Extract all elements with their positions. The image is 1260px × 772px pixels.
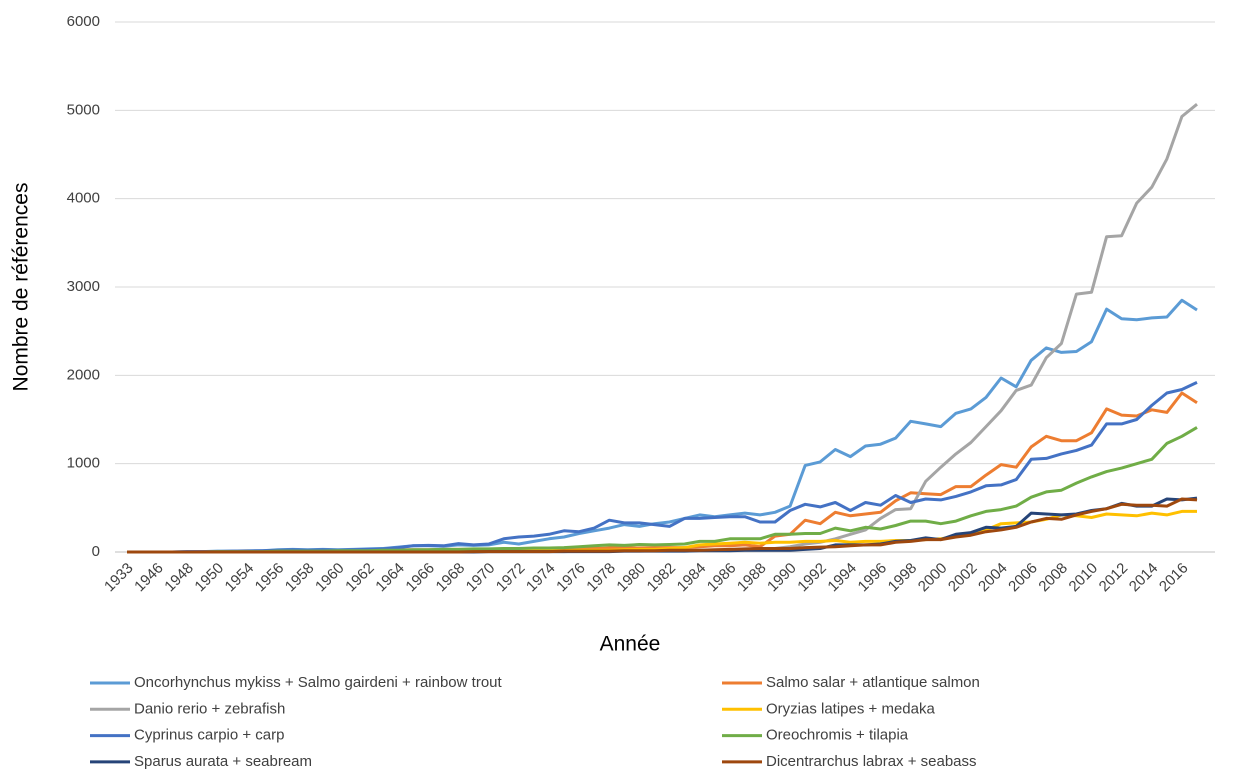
legend-label: Dicentrarchus labrax + seabass [766, 753, 977, 770]
y-tick-label: 6000 [67, 13, 100, 30]
y-tick-label: 1000 [67, 455, 100, 472]
y-tick-label: 5000 [67, 101, 100, 118]
x-tick-label: 1980 [613, 560, 649, 596]
x-tick-label: 2006 [1005, 560, 1041, 596]
x-tick-label: 1992 [794, 560, 830, 596]
series-line [127, 103, 1198, 554]
legend-label: Cyprinus carpio + carp [134, 727, 284, 744]
x-tick-label: 1972 [493, 560, 529, 596]
x-tick-label: 1960 [312, 560, 348, 596]
x-tick-label: 1962 [342, 560, 378, 596]
legend-label: Salmo salar + atlantique salmon [766, 674, 980, 691]
x-tick-label: 2016 [1156, 560, 1192, 596]
x-tick-label: 2004 [975, 560, 1011, 596]
x-tick-label: 1956 [252, 560, 288, 596]
legend-label: Danio rerio + zebrafish [134, 700, 285, 717]
y-axis-title: Nombre de références [10, 183, 33, 392]
x-tick-label: 1974 [523, 560, 559, 596]
series-line [127, 497, 1198, 554]
x-tick-label: 1946 [131, 560, 167, 596]
x-tick-label: 2008 [1035, 560, 1071, 596]
x-tick-label: 1978 [583, 560, 619, 596]
x-tick-label: 1970 [463, 560, 499, 596]
x-tick-label: 1998 [885, 560, 921, 596]
x-tick-label: 1988 [734, 560, 770, 596]
legend-label: Oreochromis + tilapia [766, 727, 909, 744]
x-tick-label: 1966 [402, 560, 438, 596]
series-line [127, 391, 1198, 554]
x-tick-label: 1948 [161, 560, 197, 596]
x-axis-title: Année [600, 633, 661, 656]
y-tick-label: 2000 [67, 366, 100, 383]
x-tick-label: 1990 [764, 560, 800, 596]
x-tick-label: 1968 [433, 560, 469, 596]
x-tick-label: 1950 [191, 560, 227, 596]
x-tick-label: 1958 [282, 560, 318, 596]
x-tick-label: 2010 [1066, 560, 1102, 596]
y-tick-label: 3000 [67, 278, 100, 295]
legend-label: Oryzias latipes + medaka [766, 700, 935, 717]
x-tick-label: 2014 [1126, 560, 1162, 596]
x-tick-label: 1954 [222, 560, 258, 596]
legend-label: Sparus aurata + seabream [134, 753, 312, 770]
x-tick-label: 2012 [1096, 560, 1132, 596]
x-tick-label: 1976 [553, 560, 589, 596]
y-tick-label: 0 [92, 543, 100, 560]
x-tick-label: 2000 [915, 560, 951, 596]
x-tick-label: 1986 [704, 560, 740, 596]
x-tick-label: 1994 [824, 560, 860, 596]
legend-label: Oncorhynchus mykiss + Salmo gairdeni + r… [134, 674, 503, 691]
x-tick-label: 1984 [674, 560, 710, 596]
x-tick-label: 1996 [855, 560, 891, 596]
series-line [127, 426, 1198, 554]
x-tick-label: 2002 [945, 560, 981, 596]
series-line [127, 381, 1198, 554]
x-tick-label: 1933 [101, 560, 137, 596]
y-tick-label: 4000 [67, 190, 100, 207]
x-tick-label: 1964 [372, 560, 408, 596]
x-tick-label: 1982 [644, 560, 680, 596]
